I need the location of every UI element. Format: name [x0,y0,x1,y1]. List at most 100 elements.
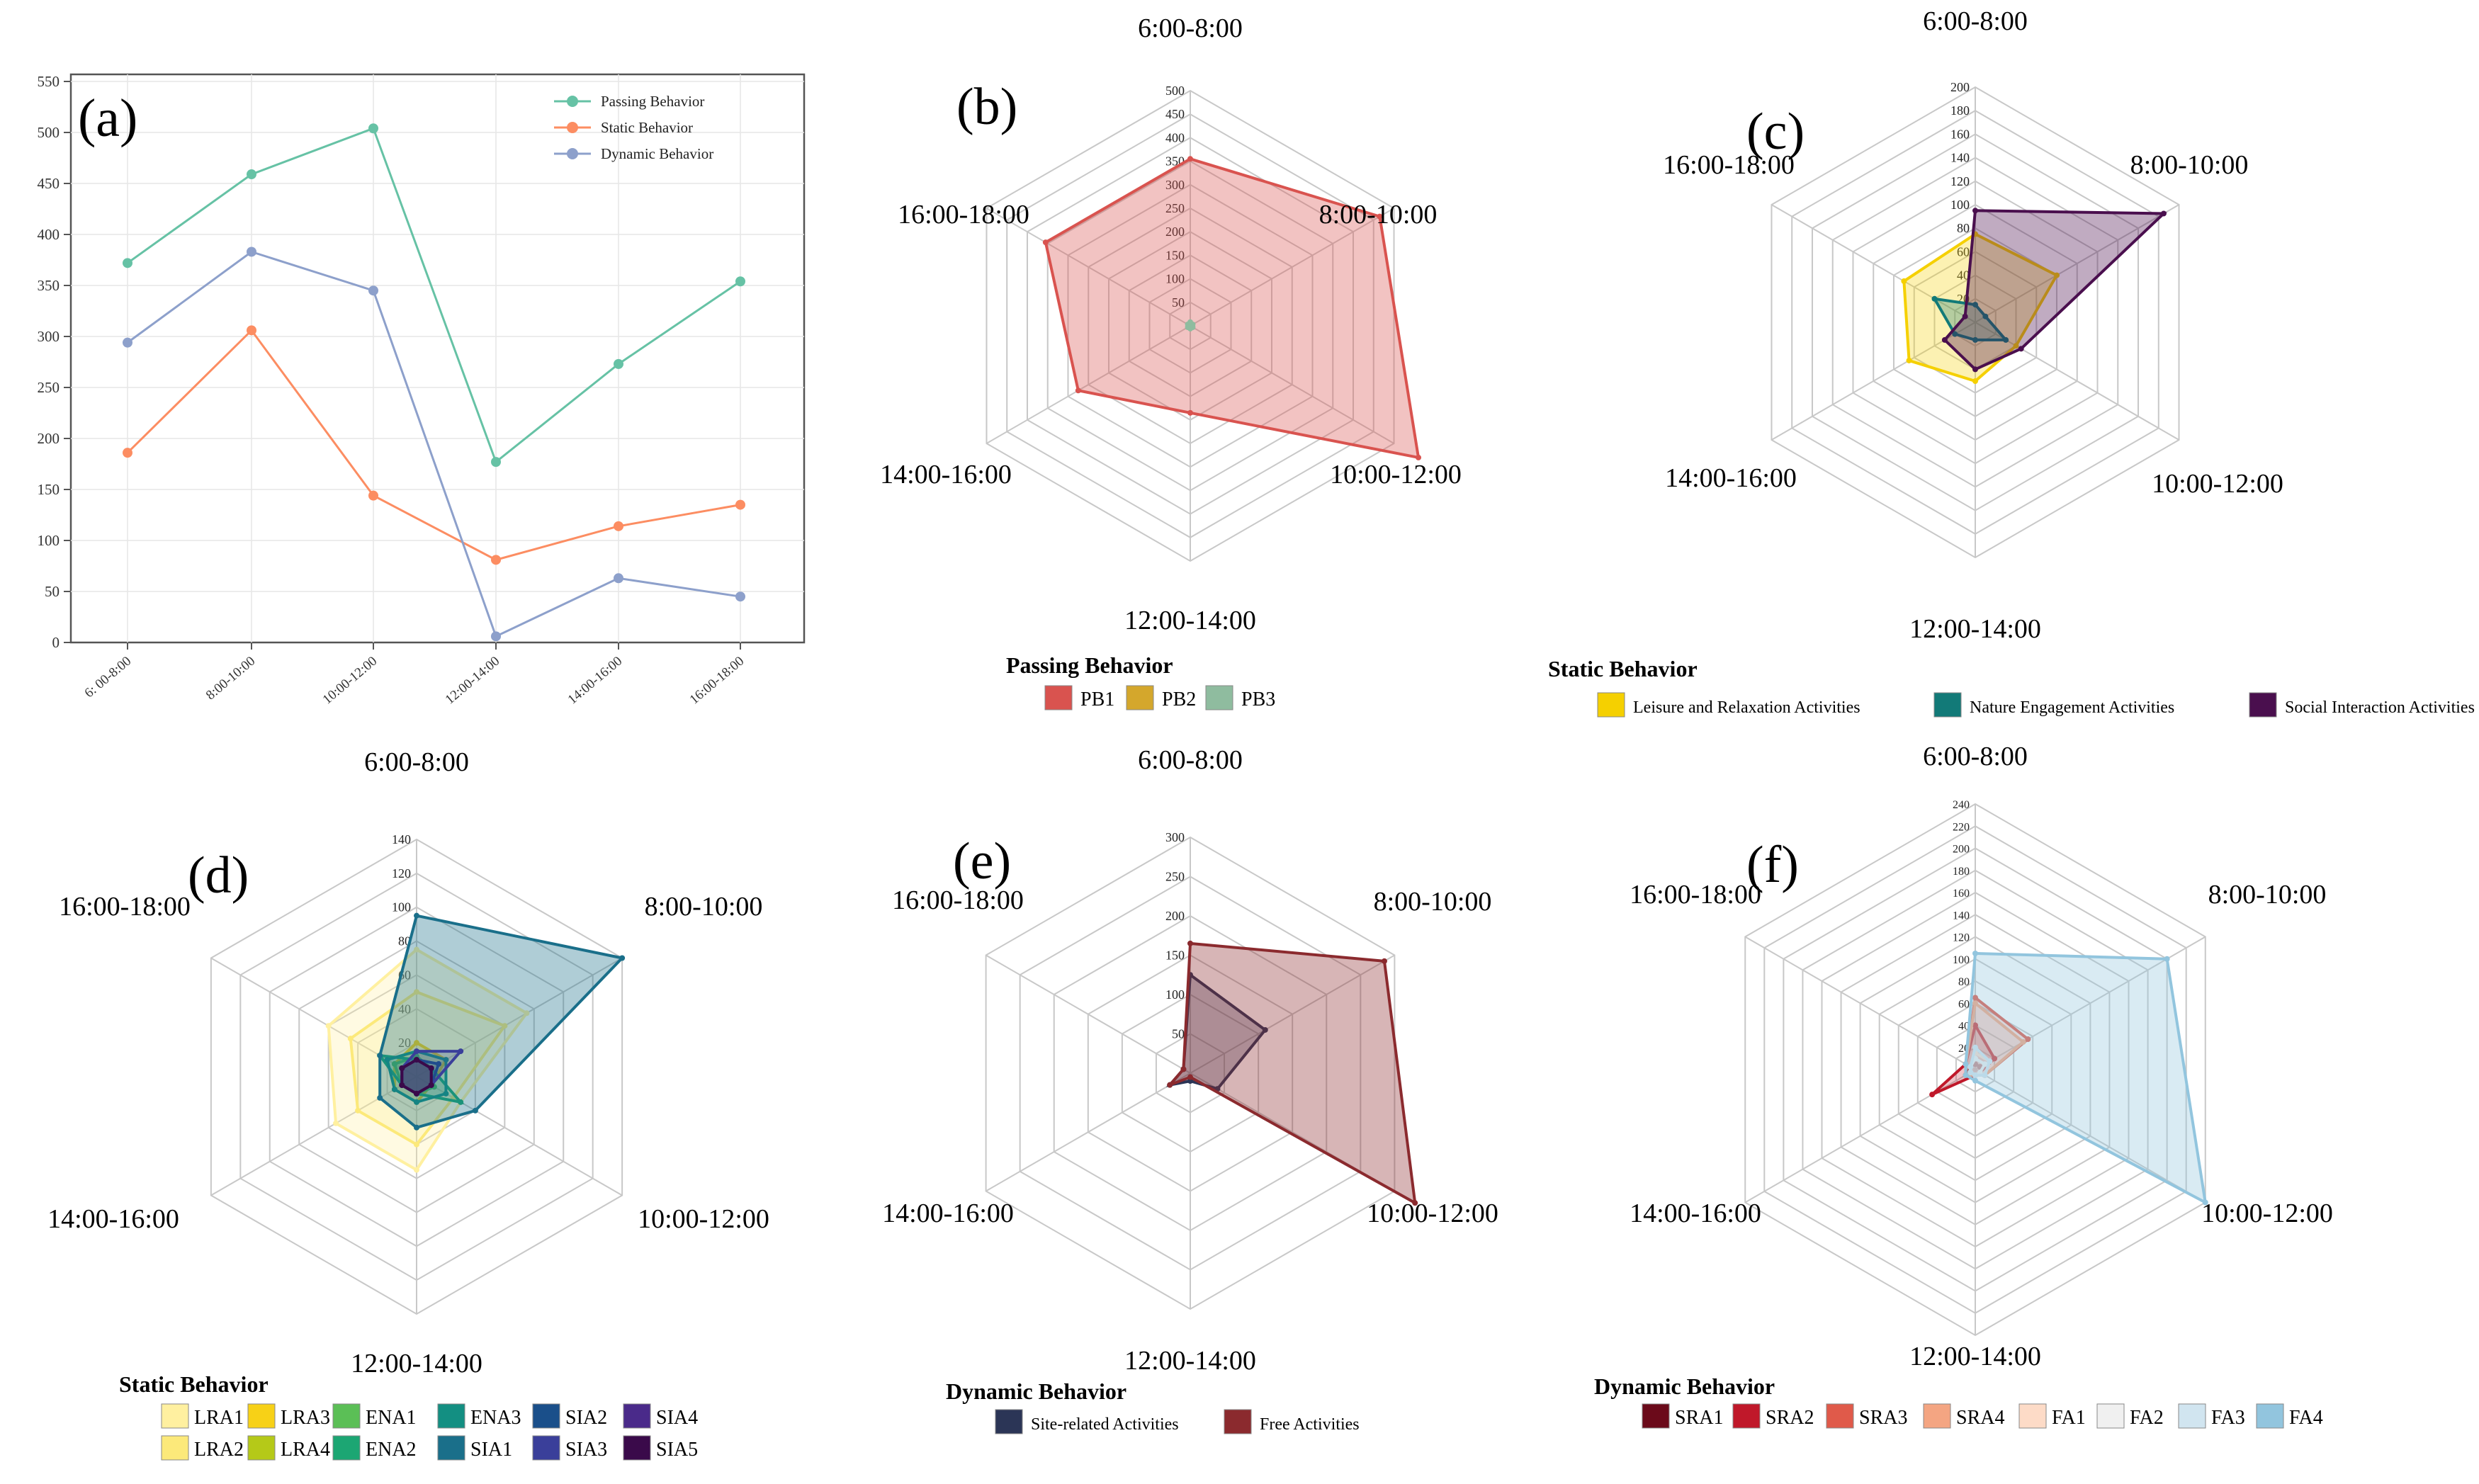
radar-spoke [1771,322,1976,441]
radar-point [1992,1055,1998,1062]
radar-tick-label: 60 [1957,244,1970,259]
radar-point [1972,336,1978,343]
radar-axis-label: 8:00-10:00 [645,892,763,922]
radar-point [1967,1069,1974,1075]
legend-label: SRA3 [1859,1407,1907,1429]
panel-label: (d) [188,846,249,905]
radar-tick-label: 60 [1958,998,1970,1010]
legend-marker [567,148,578,159]
legend-label: FA4 [2289,1407,2323,1429]
y-tick-label: 250 [38,379,60,396]
radar-point [333,1120,339,1126]
radar-point [1187,409,1193,416]
radar-axis-label: 8:00-10:00 [1374,887,1492,917]
radar-spoke [416,957,623,1077]
legend-label: SRA4 [1956,1407,2004,1429]
radar-point [414,989,419,995]
legend-label: SRA2 [1766,1407,1814,1429]
radar-tick-label: 120 [1950,174,1970,188]
legend-label: Site-related Activities [1031,1415,1179,1434]
series-line-2 [127,250,741,638]
radar-tick-label: 100 [1953,954,1970,966]
y-tick-label: 550 [38,73,60,90]
data-point [123,448,132,458]
radar-tick-label: 160 [1950,127,1970,141]
legend-marker [567,122,578,133]
legend-label: ENA1 [366,1407,417,1429]
legend-swatch [995,1409,1023,1434]
legend-swatch [2249,692,2277,718]
radar-spoke [1190,208,1395,327]
data-point [491,457,501,468]
y-tick-label: 0 [52,634,60,651]
y-tick-labels: 0 50 100 150 200 250 300 350 400 450 500 550 [38,73,71,651]
panel-f-radar-chart: 204060801001201401601802002202406:00-8:0… [1594,742,2333,1429]
radar-point [1075,387,1081,394]
radar-axis-label: 8:00-10:00 [2208,880,2327,910]
radar-axis-label: 8:00-10:00 [1319,200,1438,230]
radar-axis-label: 6:00-8:00 [1138,13,1243,43]
legend: Passing Behavior Static Behavior Dynamic B… [554,93,713,162]
radar-tick-label: 450 [1165,107,1185,121]
radar-point [414,1141,419,1148]
radar-point [1987,1058,1993,1065]
legend-swatch [1933,692,1962,718]
radar-point [377,1094,383,1101]
legend-swatch [1923,1403,1951,1429]
panel-label: (c) [1746,103,1805,161]
panel-label-a: (a) [78,89,137,148]
plot-frame [69,73,806,644]
radar-point [1931,295,1938,302]
radar-point [1982,1061,1988,1067]
radar-point [1972,302,1978,308]
radar-axis-label: 16:00-18:00 [892,885,1024,915]
series-line-1 [126,329,741,561]
radar-spoke [986,208,1191,327]
radar-axis-label: 16:00-18:00 [1663,150,1795,180]
panel-b-radar-chart: 501001502002503003504004505006:00-8:008:… [880,13,1462,710]
radar-axis-label: 16:00-18:00 [1630,880,1761,910]
radar-point [1972,1022,1978,1029]
legend-label: Free Activities [1260,1415,1360,1434]
radar-point [1180,1066,1187,1072]
legend-swatch [437,1435,465,1461]
radar-axis-label: 6:00-8:00 [1923,742,2028,771]
legend-swatch [437,1403,465,1429]
legend-swatch [332,1403,361,1429]
radar-spoke [1975,204,2180,323]
series-line-0 [127,127,741,464]
radar-axis-label: 16:00-18:00 [59,892,191,922]
radar-tick-label: 140 [1950,151,1970,165]
radar-point [1982,313,1989,319]
gridlines [71,74,804,642]
radar-point [1941,336,1948,343]
legend-title: Static Behavior [1548,656,1698,681]
radar-point [1982,1072,1988,1078]
radar-point [2160,210,2167,217]
legend-swatch [2256,1403,2284,1429]
legend-title: Static Behavior [119,1371,269,1397]
radar-tick-label: 140 [1953,910,1970,922]
legend-title: Dynamic Behavior [946,1378,1126,1404]
radar-axis-label: 14:00-16:00 [880,460,1012,489]
radar-tick-label: 120 [392,866,411,880]
radar-point [377,1053,383,1059]
legend-label: LRA1 [194,1407,244,1429]
legend-label: ENA3 [470,1407,521,1429]
radar-point [355,1107,361,1114]
radar-point [1972,366,1978,373]
radar-tick-label: 100 [1165,987,1185,1002]
radar-axis-label: 6:00-8:00 [1138,745,1243,775]
radar-point [1381,958,1387,964]
radar-point [1972,1072,1978,1078]
radar-tick-label: 250 [1165,870,1185,884]
radar-point [1167,1082,1173,1088]
data-point [614,358,623,369]
radar-tick-label: 20 [398,1036,411,1050]
legend-label: PB1 [1080,689,1114,710]
radar-tick-label: 80 [1957,221,1970,235]
radar-spoke [1744,936,1976,1070]
legend-label: ENA2 [366,1439,417,1461]
radar-point [1185,322,1191,328]
radar-point [325,1023,332,1029]
